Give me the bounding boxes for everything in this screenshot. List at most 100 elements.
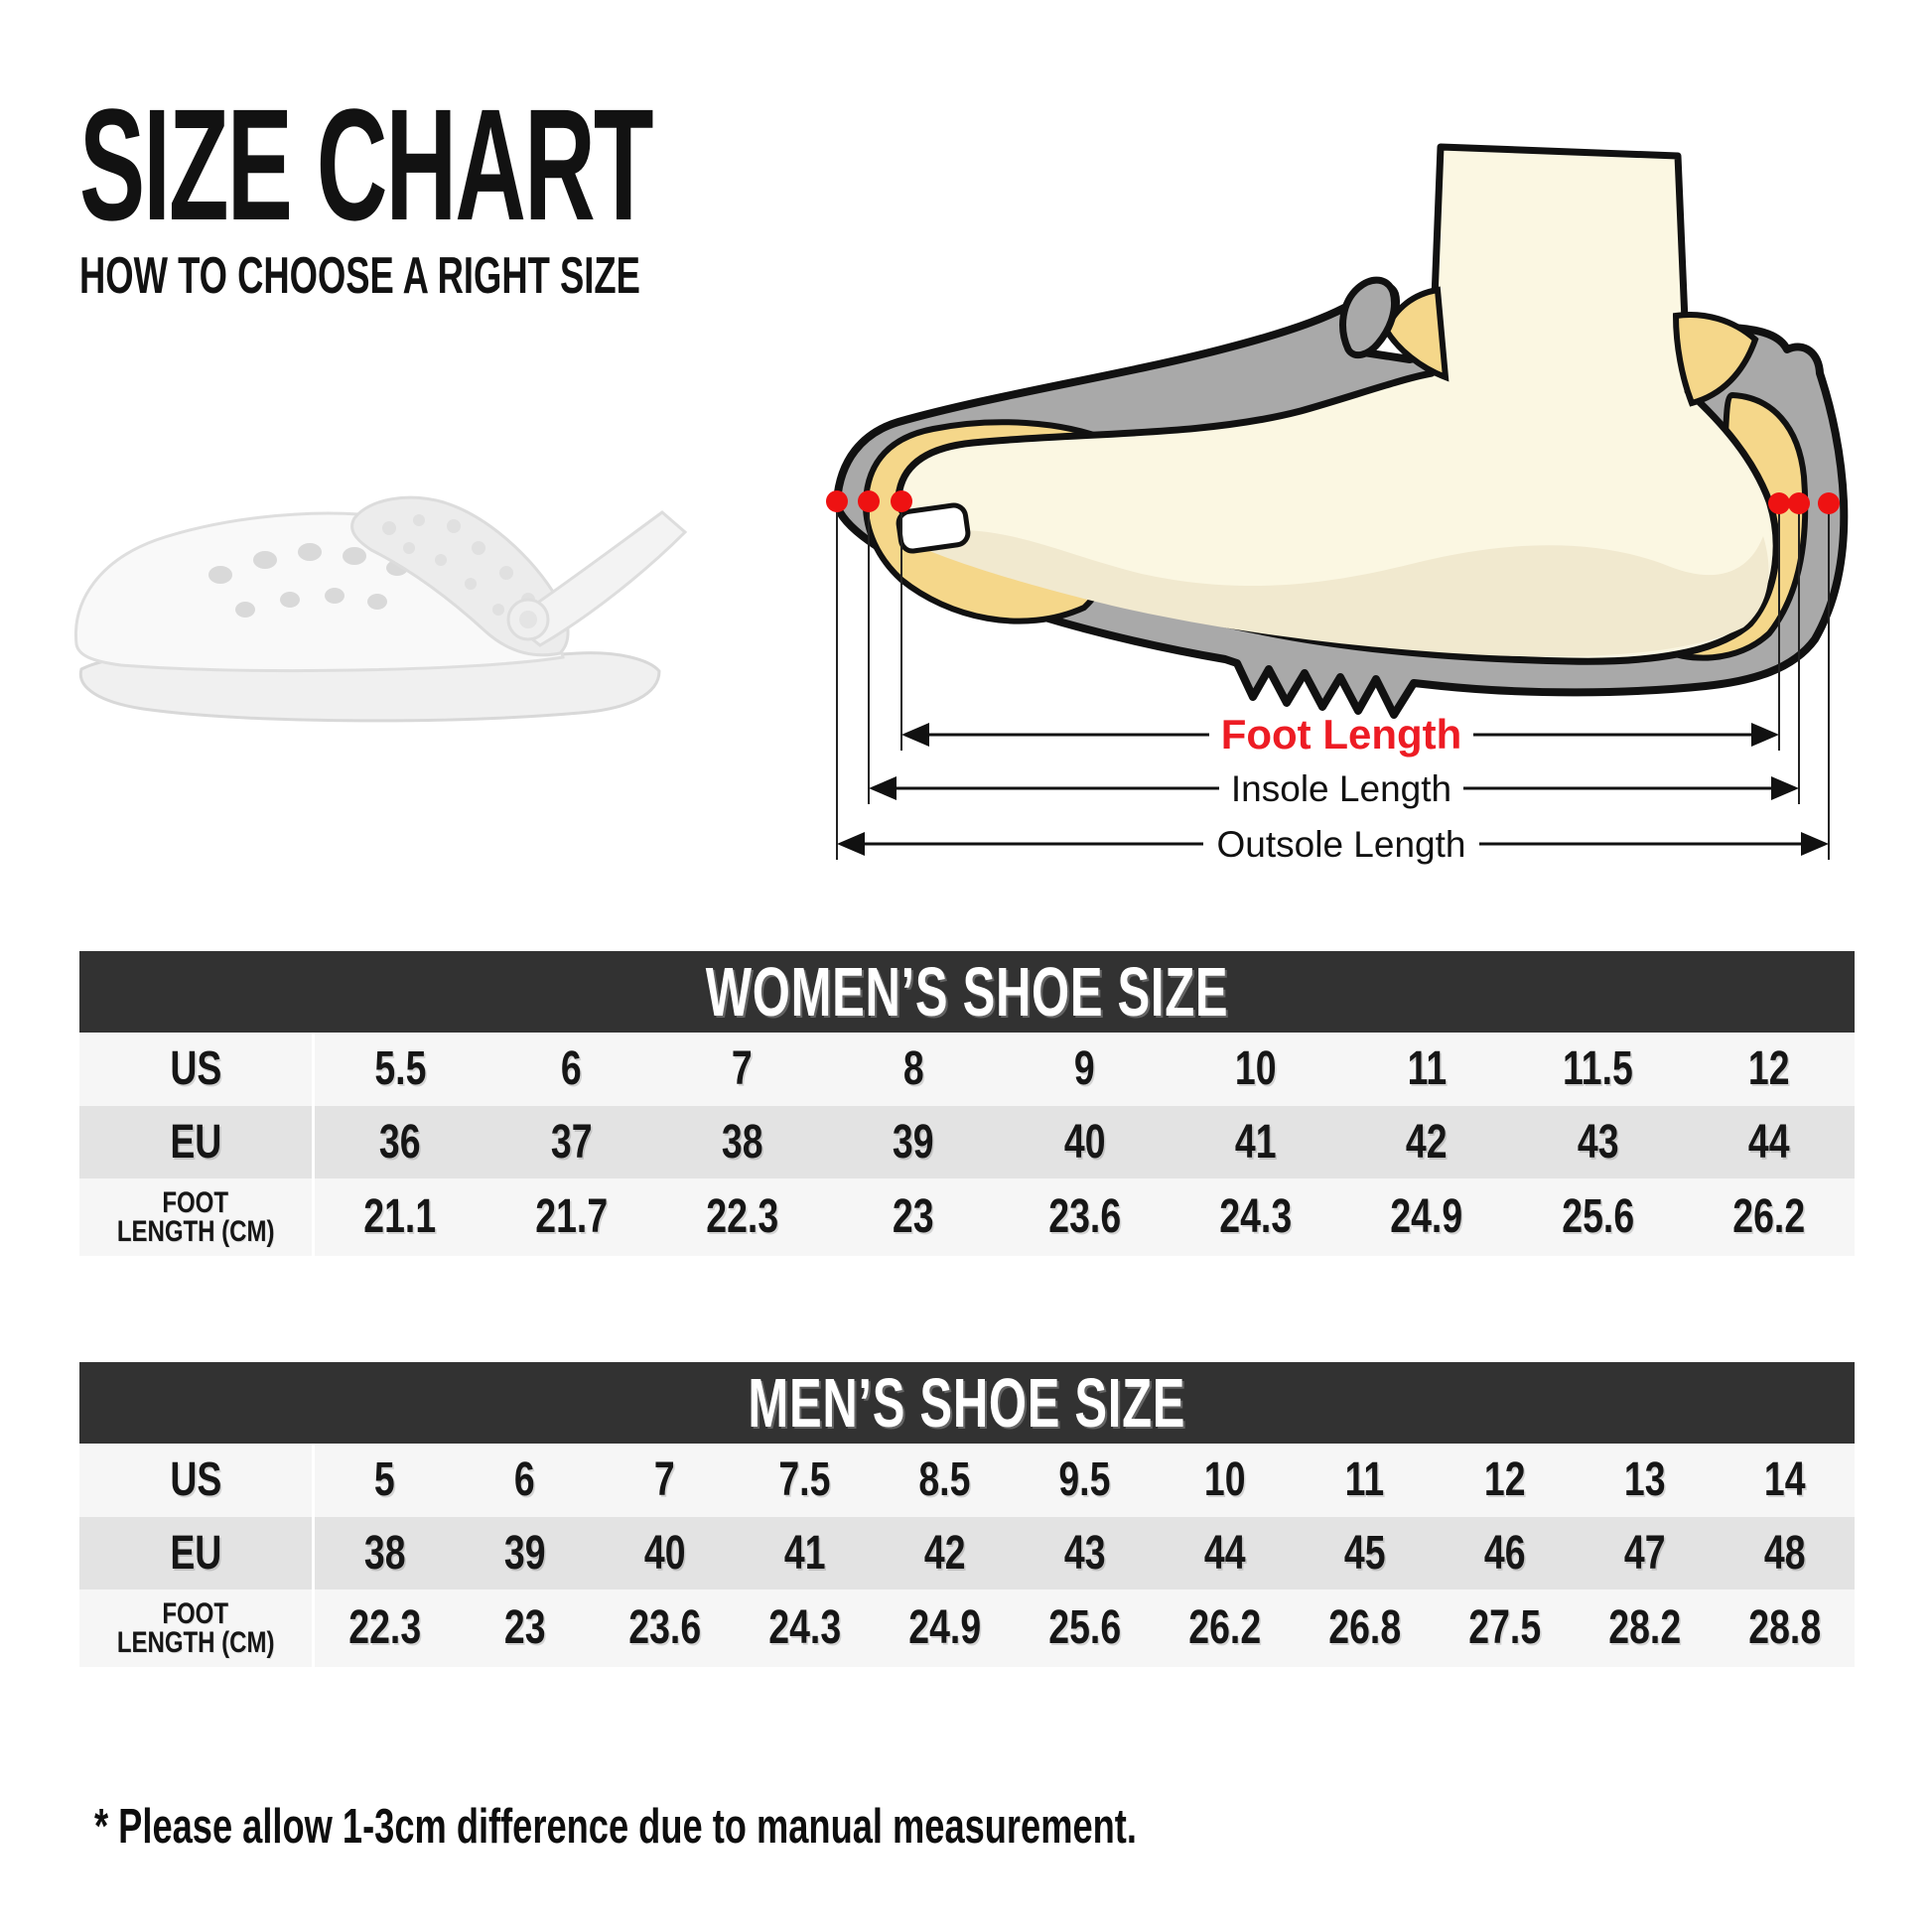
- size-value-cell: 41: [1234, 1115, 1277, 1169]
- size-value-cell: 28.2: [1608, 1601, 1681, 1654]
- size-value-cell: 24.3: [1219, 1190, 1293, 1243]
- row-label: EU: [79, 1106, 315, 1178]
- size-value-cell: 46: [1483, 1526, 1526, 1580]
- page-subtitle: HOW TO CHOOSE A RIGHT SIZE: [79, 247, 640, 305]
- row-label: FOOT LENGTH (CM): [79, 1178, 315, 1256]
- size-value-cell: 44: [1203, 1526, 1246, 1580]
- insole-length-label: Insole Length: [1231, 768, 1451, 809]
- size-value-cell: 42: [923, 1526, 966, 1580]
- clog-illustration: [73, 495, 688, 723]
- women-size-table: WOMEN’S SHOE SIZE US 5.5 6 7 8 9 10 11 11.5 12 EU 3…: [79, 951, 1855, 1256]
- size-value-cell: 27.5: [1468, 1601, 1541, 1654]
- size-value-cell: 5: [374, 1453, 395, 1506]
- size-value-cell: 47: [1623, 1526, 1666, 1580]
- product-photo-clog: [73, 495, 688, 723]
- size-value-cell: 26.2: [1188, 1601, 1261, 1654]
- toenail: [896, 502, 971, 554]
- measurement-dot: [826, 490, 848, 512]
- clog-front-collar-horn: [1339, 276, 1398, 359]
- size-value-cell: 38: [363, 1526, 406, 1580]
- size-value-cell: 26.8: [1328, 1601, 1401, 1654]
- size-value-cell: 23.6: [1048, 1190, 1121, 1243]
- size-value-cell: 38: [721, 1115, 763, 1169]
- outsole-length-label: Outsole Length: [1217, 824, 1466, 865]
- size-value-cell: 23.6: [628, 1601, 701, 1654]
- size-value-cell: 39: [893, 1115, 934, 1169]
- size-value-cell: 24.9: [1390, 1190, 1463, 1243]
- table-row: EU 38 39 40 41 42 43 44 45 46 47 48: [79, 1517, 1855, 1589]
- size-value-cell: 10: [1203, 1453, 1246, 1506]
- size-value-cell: 28.8: [1748, 1601, 1821, 1654]
- measurement-dot: [891, 490, 912, 512]
- foot-length-label: Foot Length: [1221, 711, 1462, 758]
- size-value-cell: 11: [1407, 1042, 1447, 1095]
- size-value-cell: 22.3: [706, 1190, 779, 1243]
- size-value-cell: 23: [893, 1190, 934, 1243]
- clog-vent-holes: [208, 543, 408, 618]
- table-row: FOOT LENGTH (CM) 22.3 23 23.6 24.3 24.9 25.6 26.…: [79, 1589, 1855, 1667]
- foot-shading: [913, 530, 1769, 657]
- size-value-cell: 5.5: [374, 1042, 427, 1095]
- table-row: US 5 6 7 7.5 8.5 9.5 10 11 12 13 14: [79, 1444, 1855, 1517]
- men-table-header: MEN’S SHOE SIZE: [79, 1362, 1855, 1444]
- measurement-footnote: * Please allow 1-3cm difference due to m…: [94, 1800, 1137, 1854]
- size-value-cell: 6: [561, 1042, 582, 1095]
- size-value-cell: 25.6: [1048, 1601, 1121, 1654]
- size-value-cell: 23: [503, 1601, 546, 1654]
- size-value-cell: 6: [514, 1453, 535, 1506]
- foot-length-arrow: [901, 723, 1779, 747]
- size-value-cell: 44: [1747, 1115, 1790, 1169]
- size-value-cell: 8: [902, 1042, 924, 1095]
- size-value-cell: 21.1: [363, 1190, 437, 1243]
- measurement-dot: [1788, 492, 1810, 514]
- measurement-dot: [1768, 492, 1790, 514]
- men-size-table: MEN’S SHOE SIZE US 5 6 7 7.5 8.5 9.5 10 11 12 13 14…: [79, 1362, 1855, 1667]
- size-value-cell: 40: [643, 1526, 686, 1580]
- outsole-length-arrow: [837, 832, 1829, 856]
- size-value-cell: 14: [1763, 1453, 1806, 1506]
- measurement-dots: [826, 490, 1840, 514]
- size-value-cell: 24.9: [908, 1601, 981, 1654]
- clog-heel-strap: [507, 510, 688, 647]
- size-value-cell: 39: [503, 1526, 546, 1580]
- size-value-cell: 26.2: [1732, 1190, 1806, 1243]
- collar-lining-front: [1382, 286, 1449, 382]
- size-value-cell: 8.5: [918, 1453, 971, 1506]
- size-value-cell: 21.7: [535, 1190, 608, 1243]
- row-label: EU: [79, 1517, 315, 1589]
- size-value-cell: 12: [1747, 1042, 1790, 1095]
- measurement-dot: [1818, 492, 1840, 514]
- size-value-cell: 45: [1343, 1526, 1386, 1580]
- table-row: FOOT LENGTH (CM) 21.1 21.7 22.3 23 23.6 24.3 24.…: [79, 1178, 1855, 1256]
- size-value-cell: 12: [1483, 1453, 1526, 1506]
- size-value-cell: 24.3: [768, 1601, 841, 1654]
- measurement-guide-lines: [836, 501, 1830, 860]
- row-label: US: [79, 1033, 315, 1106]
- women-table-header: WOMEN’S SHOE SIZE: [79, 951, 1855, 1033]
- size-value-cell: 48: [1763, 1526, 1806, 1580]
- table-row: EU 36 37 38 39 40 41 42 43 44: [79, 1106, 1855, 1178]
- men-table-title: MEN’S SHOE SIZE: [748, 1364, 1186, 1442]
- row-label: FOOT LENGTH (CM): [79, 1589, 315, 1667]
- size-value-cell: 37: [550, 1115, 593, 1169]
- size-value-cell: 7: [654, 1453, 675, 1506]
- size-value-cell: 9: [1074, 1042, 1095, 1095]
- size-value-cell: 41: [783, 1526, 826, 1580]
- size-value-cell: 43: [1063, 1526, 1106, 1580]
- size-value-cell: 7.5: [778, 1453, 831, 1506]
- size-value-cell: 11.5: [1563, 1042, 1633, 1095]
- table-row: US 5.5 6 7 8 9 10 11 11.5 12: [79, 1033, 1855, 1106]
- size-value-cell: 9.5: [1058, 1453, 1111, 1506]
- row-label: US: [79, 1444, 315, 1517]
- size-value-cell: 42: [1406, 1115, 1448, 1169]
- foot-measurement-diagram: Foot Length Insole Length Outsole Length: [826, 143, 1849, 865]
- collar-lining-rear: [1672, 312, 1759, 407]
- size-value-cell: 10: [1234, 1042, 1277, 1095]
- size-value-cell: 25.6: [1562, 1190, 1634, 1243]
- size-value-cell: 36: [379, 1115, 421, 1169]
- size-value-cell: 7: [732, 1042, 754, 1095]
- measurement-dot: [858, 490, 880, 512]
- size-value-cell: 40: [1063, 1115, 1106, 1169]
- size-value-cell: 22.3: [348, 1601, 421, 1654]
